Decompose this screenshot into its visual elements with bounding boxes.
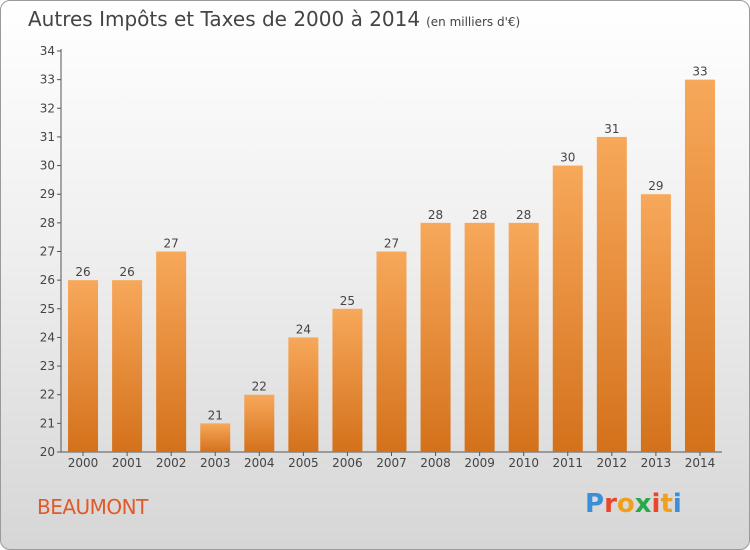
y-tick-label: 26 [40,273,55,287]
x-tick-label: 2007 [376,456,407,470]
data-label: 26 [75,265,90,279]
place-name: BEAUMONT [37,495,148,519]
x-tick-label: 2010 [508,456,539,470]
data-label: 31 [604,122,619,136]
data-label: 27 [164,237,179,251]
data-label: 28 [472,208,487,222]
x-tick-label: 2014 [685,456,716,470]
y-tick-label: 27 [40,245,55,259]
logo-letter: x [634,489,652,519]
bar [244,394,275,452]
bar [508,222,539,452]
y-tick-label: 21 [40,416,55,430]
title-text: Autres Impôts et Taxes de 2000 à 2014 [28,7,421,31]
data-label: 24 [296,322,311,336]
x-tick-label: 2006 [332,456,363,470]
x-tick-label: 2008 [420,456,451,470]
x-tick-label: 2004 [244,456,275,470]
y-tick-label: 30 [40,159,55,173]
logo-letter: i [672,489,682,519]
unit-text: (en milliers d'€) [426,15,521,29]
y-tick-label: 31 [40,130,55,144]
x-tick-label: 2002 [156,456,187,470]
logo-letter: P [585,489,605,519]
bar [464,222,495,452]
y-tick-label: 25 [40,302,55,316]
logo-letter: o [616,489,635,519]
bar [200,423,231,452]
x-tick-label: 2003 [200,456,231,470]
logo-letter: t [660,489,673,519]
data-label: 27 [384,237,399,251]
bar [376,251,407,452]
data-label: 22 [252,380,267,394]
bar [156,251,187,452]
bar [684,79,715,453]
data-label: 28 [428,208,443,222]
bar [68,280,99,452]
x-tick-label: 2005 [288,456,319,470]
bar [596,136,627,452]
y-tick-label: 34 [40,44,55,58]
y-tick-label: 23 [40,359,55,373]
data-label: 28 [516,208,531,222]
x-tick-label: 2012 [597,456,628,470]
bar [640,194,671,452]
x-tick-label: 2001 [112,456,143,470]
bar [288,337,319,452]
logo-letter: i [651,489,661,519]
x-tick-label: 2000 [68,456,99,470]
x-tick-label: 2009 [464,456,495,470]
y-tick-label: 29 [40,187,55,201]
bar [552,165,583,453]
data-label: 25 [340,294,355,308]
x-tick-label: 2011 [552,456,583,470]
y-tick-label: 33 [40,73,55,87]
data-label: 30 [560,151,575,165]
y-tick-label: 20 [40,445,55,459]
y-tick-label: 32 [40,101,55,115]
data-label: 21 [208,408,223,422]
y-tick-label: 24 [40,330,55,344]
brand-logo: Proxiti [585,489,682,519]
data-label: 29 [648,179,663,193]
y-tick-label: 28 [40,216,55,230]
logo-letter: r [604,489,617,519]
data-label: 26 [119,265,134,279]
chart-title: Autres Impôts et Taxes de 2000 à 2014 (en… [28,7,520,31]
bar [112,280,143,452]
data-label: 33 [692,65,707,79]
bar [420,222,451,452]
bar [332,308,363,452]
x-tick-label: 2013 [641,456,672,470]
y-tick-label: 22 [40,388,55,402]
